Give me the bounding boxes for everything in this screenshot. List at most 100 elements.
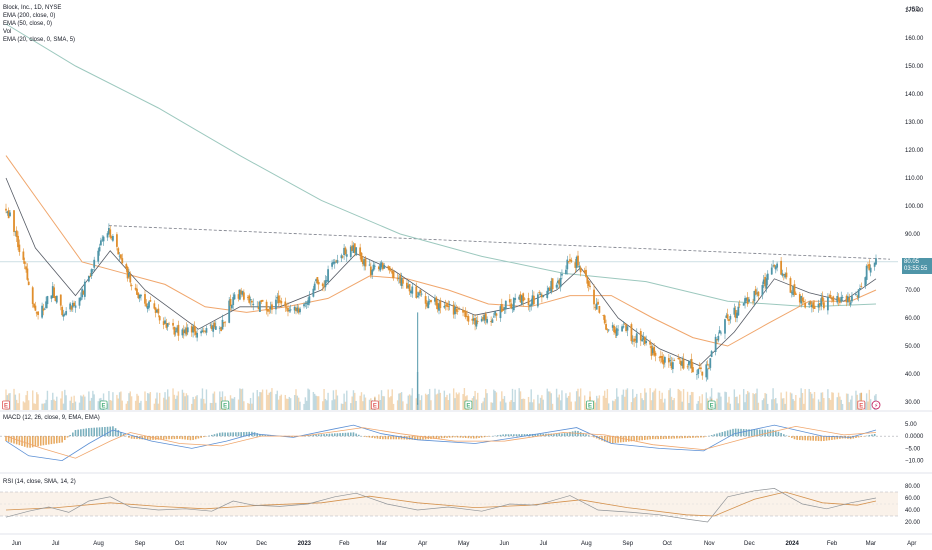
candle-body [157,308,160,314]
volume-bar [212,393,214,410]
date-tick-label: Mar [377,541,387,547]
volume-bar [307,388,309,410]
volume-bar [771,399,773,410]
candle-body [720,332,722,334]
volume-bar [343,393,345,410]
date-tick-label: Nov [704,541,715,547]
macd-histogram-bar [507,434,510,437]
candle-body [279,300,281,302]
volume-bar [499,401,502,410]
candle-body [156,310,158,313]
event-marker-split[interactable]: ⚡ [871,400,881,410]
event-marker-dividend[interactable]: E [221,400,230,410]
macd-legend[interactable]: MACD (12, 26, close, 9, EMA, EMA) [3,414,100,422]
volume-bar [204,403,206,410]
macd-histogram-bar [630,436,633,442]
volume-bar [9,393,11,410]
volume-bar [448,393,451,410]
candle-body [205,328,208,333]
candle-body [859,287,861,290]
legend-ema200[interactable]: EMA (200, close, 0) [3,13,56,19]
macd-histogram-bar [456,436,459,438]
candle-body [605,324,607,330]
event-markers[interactable]: E E E E E E E E ⚡ [2,400,881,410]
event-marker-dividend[interactable]: E [464,400,473,410]
candle-body [438,303,440,311]
volume-bar [809,392,812,410]
candle-body [194,331,197,335]
volume-bar [13,388,15,410]
macd-histogram-bar [229,432,232,437]
volume-bar [92,390,94,410]
macd-histogram-bar [764,429,766,437]
candle-body [269,306,272,310]
macd-histogram-bar [96,427,98,437]
candle-body [508,299,511,303]
macd-histogram-bar [777,431,780,437]
volume-bar [813,391,816,410]
legend-ema20[interactable]: EMA (20, close, 0, SMA, 5) [3,37,76,43]
volume-bar [37,394,39,410]
macd-histogram-bar [496,435,499,437]
candle-body [484,313,487,321]
volume-bar [350,403,352,410]
macd-histogram-bar [366,436,368,438]
candle-body [321,283,324,286]
macd-histogram-bar [58,436,61,443]
volume-bar [41,403,43,410]
candle-body [570,259,573,262]
candle-body [331,262,333,267]
event-marker-earnings[interactable]: E [2,400,10,410]
macd-histogram-bar [320,434,323,437]
macd-histogram-bar [855,436,857,438]
volume-bar [817,399,820,410]
candle-body [482,317,484,320]
volume-bar [191,403,193,410]
candle-body [873,262,876,267]
volume-bar [849,399,852,410]
volume-bar [379,400,381,410]
candle-body [756,292,758,294]
volume-bar [183,392,185,410]
volume-bar [327,392,329,410]
event-marker-earnings[interactable]: E [857,400,866,410]
event-marker-dividend[interactable]: E [707,400,716,410]
volume-bar [69,400,71,410]
macd-histogram-bar [470,436,472,439]
resistance-trendline [108,225,891,260]
candle-body [158,316,161,321]
event-marker-earnings[interactable]: E [370,400,379,410]
legend-vol[interactable]: Vol [3,29,12,35]
macd-histogram-bar [499,434,502,437]
macd-histogram-bar [448,436,451,438]
volume-bar [680,391,682,410]
macd-histogram-bar [716,433,718,437]
macd-histogram-bar [315,434,317,437]
volume-bar [106,403,109,410]
candle-body [733,307,736,315]
candle-body [615,328,618,336]
candle-body [603,315,606,324]
macd-histogram-bar [237,432,240,437]
event-marker-dividend[interactable]: E [586,400,594,410]
candle-body [567,261,570,262]
candle-body [634,338,637,341]
legend-ema50[interactable]: EMA (50, close, 0) [3,21,53,27]
volume-bar [728,396,730,410]
candle-body [583,270,586,273]
volume-bar [686,391,689,410]
macd-histogram-bar [852,436,855,439]
candle-body [776,263,779,268]
volume-bar [293,395,296,410]
macd-histogram-bar [732,428,734,437]
volume-bar [243,401,245,410]
symbol-title[interactable]: Block, Inc., 1D, NYSE [3,5,62,11]
volume-bar [140,400,142,410]
volume-bar [45,399,47,410]
candle-body [527,298,530,306]
event-marker-dividend[interactable]: E [99,400,108,410]
candle-body [793,284,796,295]
macd-histogram-bar [42,436,45,446]
rsi-legend[interactable]: RSI (14, close, SMA, 14, 2) [3,478,76,486]
